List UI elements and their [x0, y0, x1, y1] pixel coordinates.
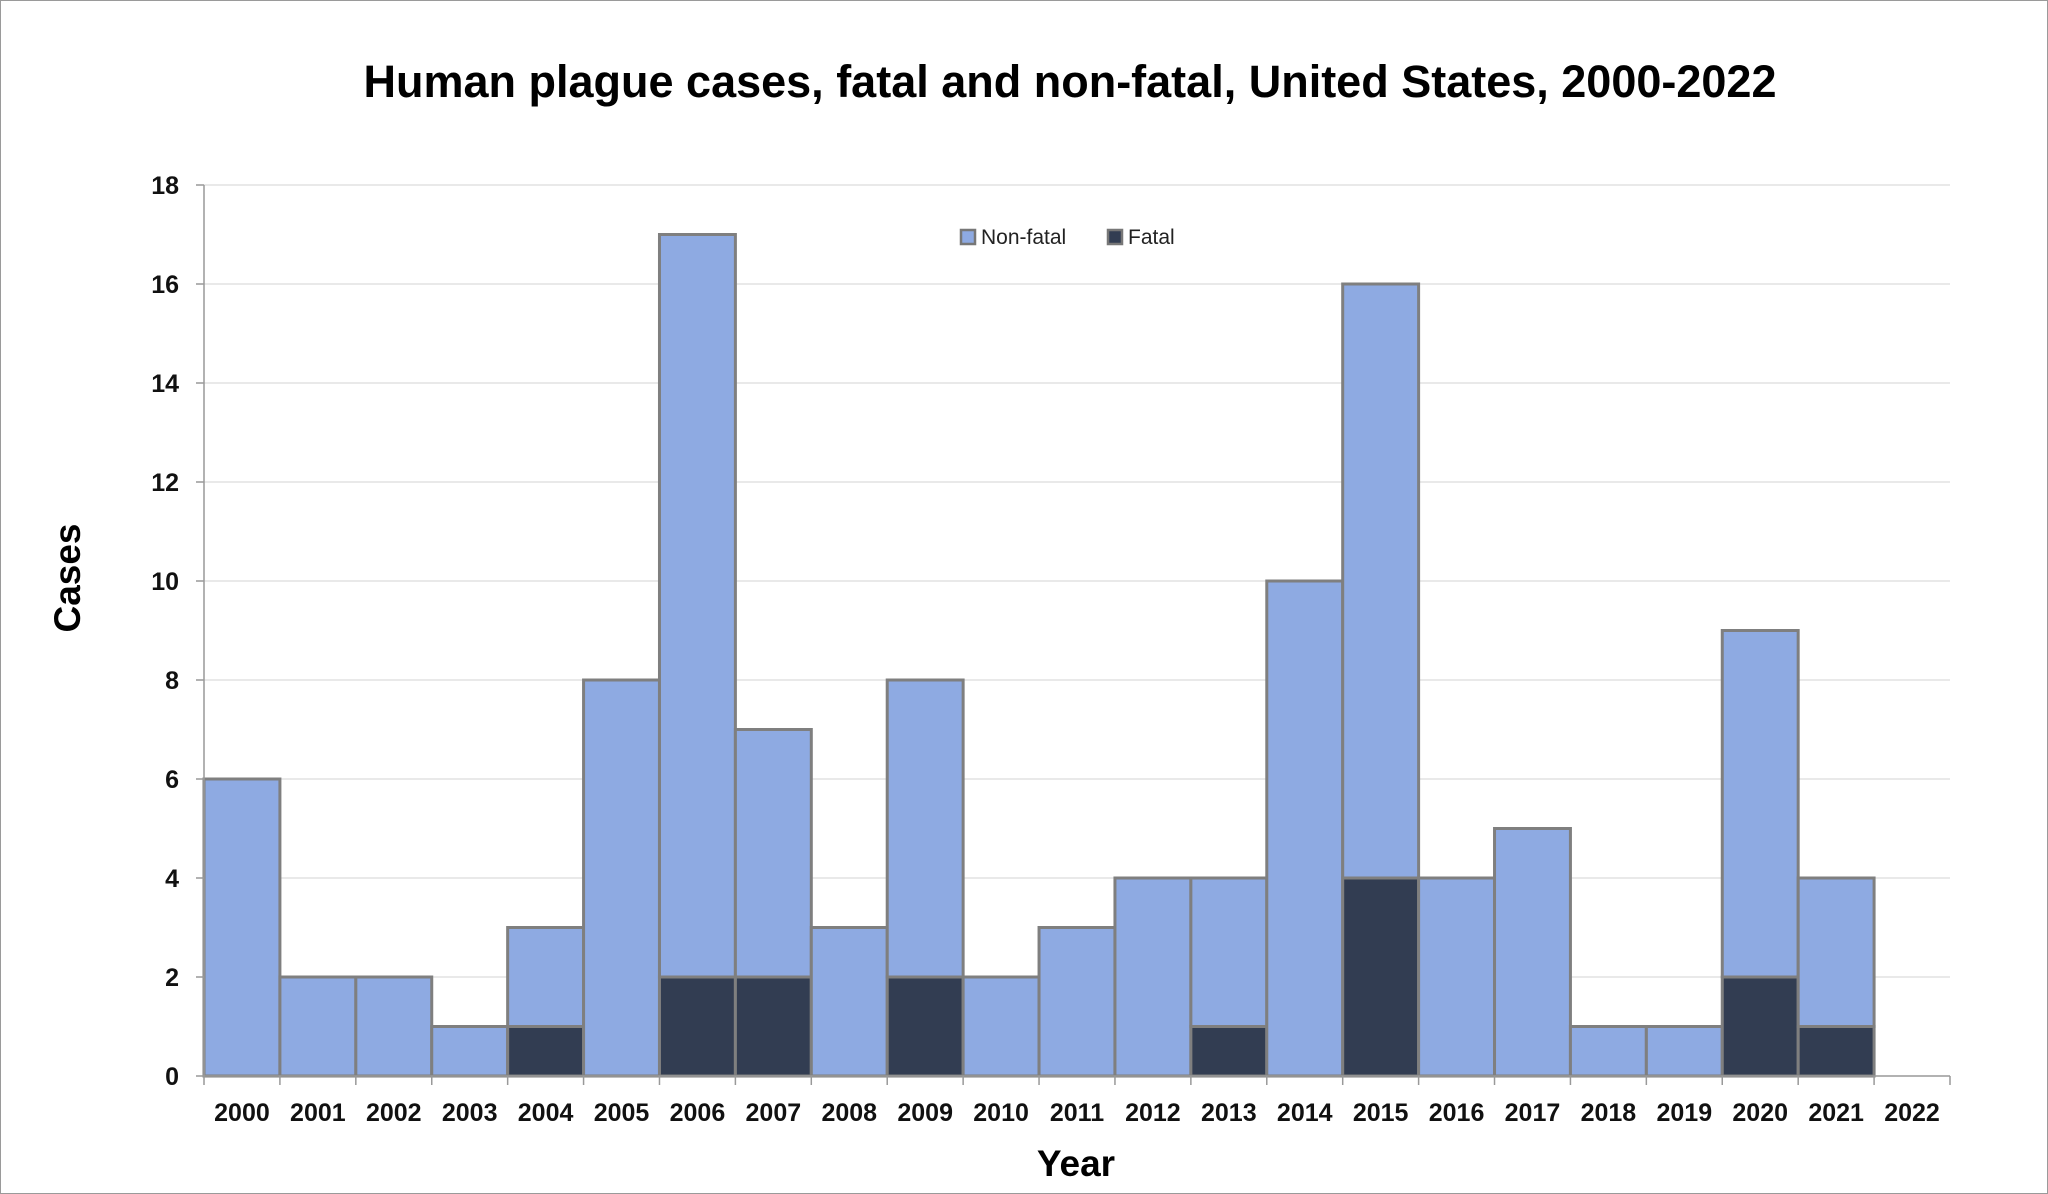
- bar-fatal-2021: [1796, 1025, 1876, 1078]
- gridlines: [204, 184, 1950, 978]
- bar-fatal-2007: [733, 975, 813, 1078]
- bar-non-fatal-2013: [1189, 876, 1269, 1028]
- y-tick-label: 8: [165, 667, 179, 695]
- bar-non-fatal-2019: [1644, 1025, 1724, 1078]
- x-tick-label: 2004: [518, 1099, 574, 1127]
- bar-non-fatal-2001: [278, 975, 358, 1078]
- y-tick-label: 16: [151, 271, 179, 299]
- bars: [202, 233, 1876, 1078]
- bar-non-fatal-2000: [202, 777, 282, 1078]
- bar-fatal-2013: [1189, 1025, 1269, 1078]
- x-tick-label: 2003: [442, 1099, 498, 1127]
- bar-non-fatal-2005: [582, 678, 661, 1078]
- y-tick-label: 4: [165, 865, 179, 893]
- x-tick-labels: 2000 2001 2002 2003 2004 2005 2006 2007 2008 2009…: [214, 1099, 1940, 1127]
- x-tick-label: 2013: [1201, 1099, 1257, 1127]
- x-tick-label: 2014: [1277, 1099, 1333, 1127]
- bar-fatal-2004: [506, 1025, 586, 1078]
- x-tick-label: 2021: [1808, 1099, 1864, 1127]
- bar-non-fatal-2012: [1113, 876, 1193, 1078]
- bar-non-fatal-2015: [1341, 282, 1421, 880]
- bar-non-fatal-2021: [1796, 876, 1876, 1028]
- x-tick-label: 2015: [1353, 1099, 1409, 1127]
- bar-fatal-2020: [1720, 975, 1800, 1078]
- y-axis-label: Cases: [47, 523, 88, 632]
- x-axis-label: Year: [1037, 1143, 1115, 1184]
- x-tick-label: 2007: [746, 1099, 802, 1127]
- legend-swatch-non-fatal: [959, 228, 977, 246]
- x-tick-label: 2016: [1429, 1099, 1485, 1127]
- bar-non-fatal-2011: [1037, 926, 1117, 1078]
- x-tick-label: 2010: [973, 1099, 1029, 1127]
- x-tick-label: 2008: [821, 1099, 877, 1127]
- x-tick-label: 2020: [1732, 1099, 1788, 1127]
- bar-non-fatal-2014: [1265, 579, 1345, 1078]
- x-tick-label: 2002: [366, 1099, 422, 1127]
- bar-fatal-2006: [657, 975, 737, 1078]
- bar-fatal-2015: [1341, 876, 1421, 1078]
- bar-non-fatal-2006: [657, 233, 737, 979]
- legend-swatch-fatal: [1106, 228, 1124, 246]
- bar-non-fatal-2004: [506, 926, 586, 1028]
- x-tick-label: 2001: [290, 1099, 346, 1127]
- legend-label-non-fatal: Non-fatal: [981, 226, 1066, 249]
- legend-label-fatal: Fatal: [1128, 226, 1175, 249]
- x-tick-label: 2019: [1656, 1099, 1712, 1127]
- y-tick-label: 0: [165, 1063, 179, 1091]
- bar-non-fatal-2017: [1493, 827, 1572, 1078]
- bar-non-fatal-2009: [885, 678, 965, 979]
- y-tick-labels: 0 2 4 6 8 10 12 14 16 18: [151, 172, 179, 1091]
- bar-non-fatal-2020: [1720, 629, 1800, 979]
- bar-non-fatal-2016: [1417, 876, 1497, 1078]
- bar-non-fatal-2002: [354, 975, 434, 1078]
- x-tick-label: 2022: [1884, 1099, 1940, 1127]
- x-tick-label: 2012: [1125, 1099, 1181, 1127]
- y-tick-label: 12: [151, 469, 179, 497]
- axes: [196, 184, 1951, 1085]
- bar-non-fatal-2008: [809, 926, 889, 1078]
- y-tick-label: 2: [165, 964, 179, 992]
- x-tick-label: 2018: [1581, 1099, 1637, 1127]
- x-tick-label: 2005: [594, 1099, 650, 1127]
- y-tick-label: 6: [165, 766, 179, 794]
- x-tick-label: 2009: [897, 1099, 953, 1127]
- x-tick-label: 2006: [670, 1099, 726, 1127]
- legend: Non-fatal Fatal: [959, 226, 1175, 249]
- bar-non-fatal-2003: [430, 1025, 510, 1078]
- x-tick-label: 2017: [1505, 1099, 1561, 1127]
- bar-non-fatal-2007: [733, 728, 813, 979]
- x-tick-label: 2000: [214, 1099, 270, 1127]
- x-tick-label: 2011: [1050, 1099, 1104, 1127]
- bar-non-fatal-2010: [961, 975, 1041, 1078]
- y-tick-label: 14: [151, 370, 179, 398]
- bar-non-fatal-2018: [1568, 1025, 1648, 1078]
- y-tick-label: 18: [151, 172, 179, 200]
- bar-fatal-2009: [885, 975, 965, 1078]
- chart-title: Human plague cases, fatal and non-fatal,…: [364, 56, 1777, 107]
- y-tick-label: 10: [151, 568, 179, 596]
